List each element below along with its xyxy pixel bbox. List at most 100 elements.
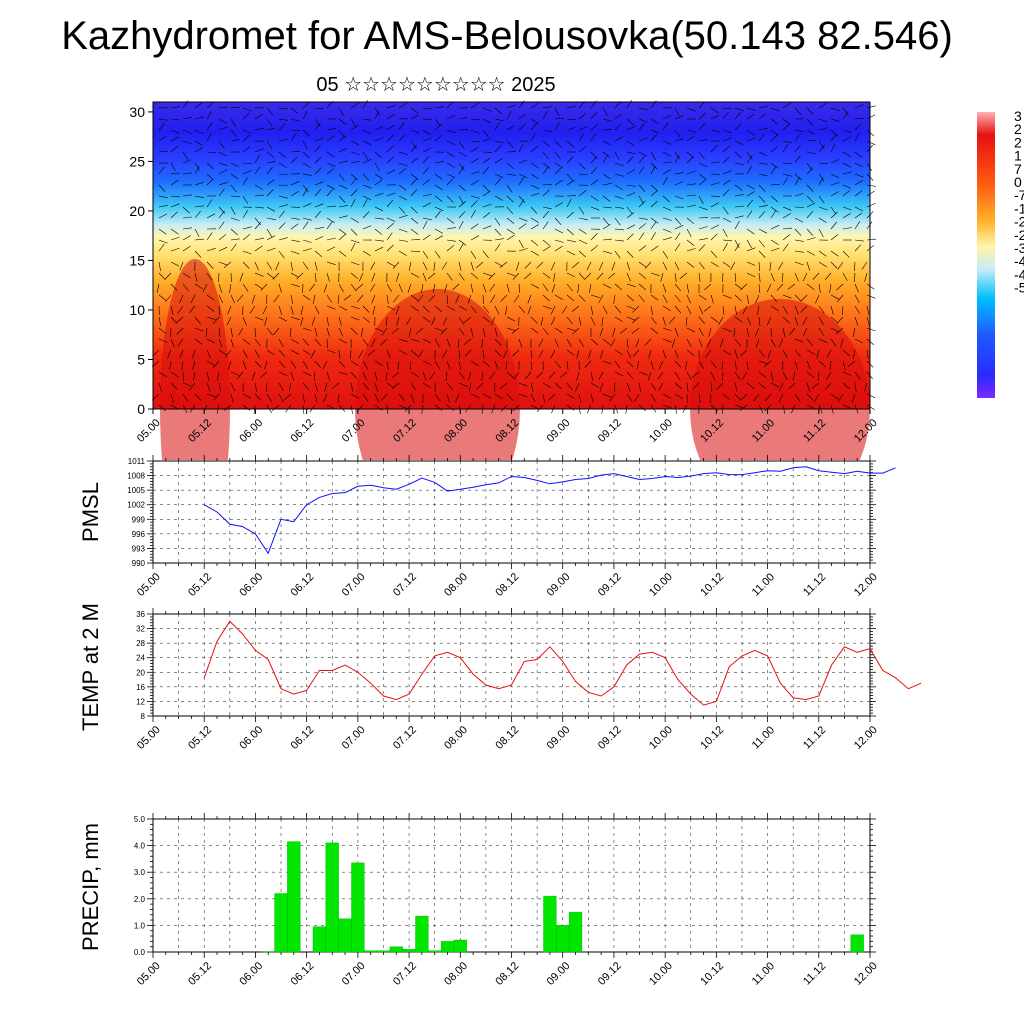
precip-bar — [428, 950, 442, 953]
precip-bar — [274, 893, 288, 953]
x-tick-label: 12.00 — [852, 571, 880, 599]
x-tick-label: 05.12 — [186, 724, 214, 752]
x-tick-label: 11.00 — [750, 960, 777, 987]
y-tick-label: 32 — [136, 625, 145, 634]
y-tick-label: 20 — [136, 668, 145, 677]
precip-bar — [338, 918, 352, 953]
precip-bar — [543, 895, 557, 953]
minor-ticks — [147, 608, 876, 722]
x-tick-label: 09.12 — [596, 960, 624, 988]
grid — [152, 818, 871, 953]
y-tick-label: 5.0 — [134, 815, 146, 824]
colorbar-label: 2 — [1014, 134, 1022, 150]
x-tick-label: 12.00 — [852, 960, 880, 988]
page-title: Kazhydromet for AMS-Belousovka(50.143 82… — [61, 14, 953, 58]
x-tick-label: 08.00 — [442, 724, 470, 752]
precip-bar — [287, 841, 301, 953]
y-tick-label: 0.0 — [134, 948, 146, 957]
x-tick-label: 06.00 — [237, 571, 265, 599]
y-tick-label: 1005 — [127, 486, 145, 495]
y-tick-label: 4.0 — [134, 842, 146, 851]
temp-series — [203, 620, 922, 706]
precip-bar — [312, 926, 327, 953]
precip-bar — [440, 941, 455, 953]
colorbar-label: 0 — [1014, 174, 1022, 190]
x-tick-label: 10.00 — [647, 571, 675, 599]
pmsl-series — [203, 466, 896, 555]
x-tick-label: 11.12 — [801, 571, 828, 598]
precip-chart: 0.0 1.0 2.0 3.0 4.0 5.0 05.00 05.12 06.00 06.12 07… — [78, 813, 880, 988]
y-tick-label: 30 — [129, 104, 145, 120]
x-tick-label: 05.00 — [135, 724, 163, 752]
x-tick-label: 09.12 — [596, 724, 624, 752]
precip-bar — [568, 911, 583, 953]
x-tick-label: 06.12 — [289, 724, 317, 752]
x-tick-label: 09.12 — [596, 571, 624, 599]
y-tick-label: 1002 — [127, 501, 145, 510]
y-tick-label: 8 — [141, 712, 146, 721]
y-tick-label: 0 — [137, 401, 145, 417]
page-subtitle: 05 ☆☆☆☆☆☆☆☆☆ 2025 — [316, 74, 556, 96]
y-tick-label: 20 — [129, 203, 145, 219]
x-tick-label: 11.00 — [750, 724, 777, 751]
y-axis-label: PRECIP, mm — [78, 823, 103, 951]
y-tick-label: 993 — [132, 544, 146, 553]
y-tick-label: 1008 — [127, 472, 145, 481]
colorbar-label: -2 — [1014, 227, 1024, 243]
x-tick-label: 10.12 — [698, 571, 726, 599]
warm-core-1 — [355, 289, 520, 460]
x-tick-label: 09.00 — [545, 571, 573, 599]
precip-bar — [364, 950, 378, 953]
x-tick-label: 07.12 — [391, 724, 419, 752]
y-tick-label: 2.0 — [134, 895, 146, 904]
colorbar-label: 3 — [1014, 108, 1022, 124]
x-tick-label: 10.12 — [698, 960, 726, 988]
y-tick-label: 999 — [132, 515, 146, 524]
y-tick-label: 12 — [136, 697, 145, 706]
x-tick-label: 06.00 — [237, 724, 265, 752]
x-tick-label: 08.00 — [442, 571, 470, 599]
precip-bar — [850, 934, 864, 953]
temp-chart: 8 12 16 20 24 28 32 36 05.00 05.12 06.00 06.12 07.00… — [78, 603, 922, 752]
x-tick-label: 11.00 — [750, 571, 777, 598]
x-tick-label: 06.12 — [289, 571, 317, 599]
y-axis-label: TEMP at 2 M — [78, 603, 103, 731]
x-tick-label: 09.00 — [545, 960, 573, 988]
precip-bar — [376, 950, 391, 953]
warm-core-0 — [160, 259, 230, 460]
y-tick-label: 25 — [129, 153, 145, 169]
colorbar-label: -2 — [1014, 214, 1024, 230]
y-tick-label: 1011 — [128, 457, 146, 466]
precip-bar — [402, 949, 416, 953]
y-axis-label: PMSL — [78, 482, 103, 542]
precip-bar — [389, 946, 403, 953]
grid — [152, 613, 871, 717]
colorbar-label: -7 — [1014, 187, 1024, 203]
y-tick-label: 1.0 — [134, 921, 146, 930]
precip-bar — [556, 925, 570, 953]
y-tick-label: 3.0 — [134, 868, 146, 877]
x-tick-label: 07.00 — [340, 724, 368, 752]
colorbar-scale — [977, 112, 995, 398]
colorbar-label: 7 — [1014, 161, 1022, 177]
precip-bar — [261, 951, 275, 953]
y-tick-label: 36 — [136, 610, 145, 619]
y-tick-label: 24 — [136, 654, 145, 663]
y-tick-label: 5 — [137, 351, 145, 367]
precip-bar — [351, 862, 365, 953]
colorbar-label: -4 — [1014, 253, 1024, 269]
wind-barbs — [152, 100, 877, 415]
colorbar-label: 2 — [1014, 121, 1022, 137]
x-tick-label: 05.12 — [186, 960, 214, 988]
x-tick-label: 11.12 — [801, 960, 828, 987]
y-tick-label: 28 — [136, 639, 145, 648]
x-tick-label: 08.12 — [493, 960, 521, 988]
x-tick-label: 06.12 — [289, 960, 317, 988]
pmsl-chart: 990 993 996 999 1002 1005 1008 1011 05.00 05.12 06… — [78, 455, 896, 599]
y-tick-label: 996 — [132, 530, 146, 539]
x-tick-label: 05.00 — [135, 960, 163, 988]
x-tick-label: 10.00 — [647, 960, 675, 988]
precip-bar — [325, 842, 339, 953]
